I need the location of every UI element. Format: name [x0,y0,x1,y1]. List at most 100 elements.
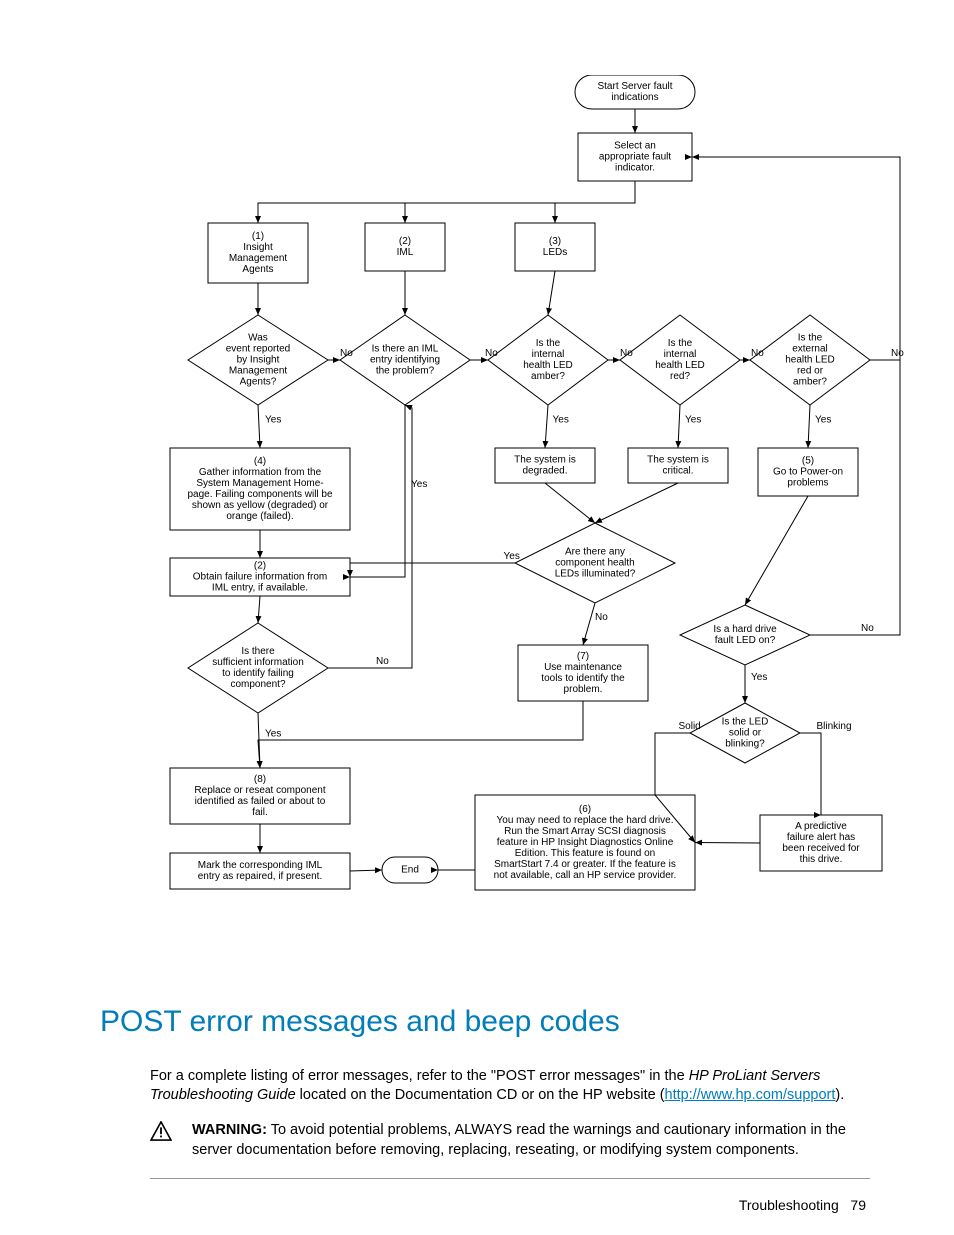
svg-text:Was: Was [248,333,268,344]
svg-text:Run the Smart Array SCSI diagn: Run the Smart Array SCSI diagnosis [504,826,666,837]
svg-text:blinking?: blinking? [725,739,765,750]
svg-text:by Insight: by Insight [237,355,280,366]
svg-text:amber?: amber? [793,377,827,388]
svg-text:The system is: The system is [514,455,576,466]
svg-text:Yes: Yes [265,415,281,426]
svg-text:Management: Management [229,253,288,264]
svg-text:Is the: Is the [536,338,561,349]
svg-text:Is a hard drive: Is a hard drive [713,624,777,635]
svg-text:red or: red or [797,366,824,377]
svg-text:problem.: problem. [564,684,603,695]
svg-text:Solid: Solid [679,721,701,732]
svg-text:red?: red? [670,371,690,382]
svg-text:orange (failed).: orange (failed). [226,511,293,522]
intro-paragraph: For a complete listing of error messages… [150,1067,870,1106]
svg-text:(2): (2) [254,561,266,572]
svg-text:(6): (6) [579,804,591,815]
svg-text:Use maintenance: Use maintenance [544,662,622,673]
svg-text:No: No [595,612,608,623]
svg-text:health LED: health LED [655,360,704,371]
svg-text:health LED: health LED [523,360,572,371]
footer-section: Troubleshooting [739,1197,839,1213]
svg-text:event reported: event reported [226,344,291,355]
svg-text:tools to identify the: tools to identify the [541,673,625,684]
svg-text:No: No [891,348,904,359]
svg-text:(8): (8) [254,774,266,785]
svg-text:critical.: critical. [662,466,693,477]
svg-text:SmartStart 7.4 or greater. If: SmartStart 7.4 or greater. If the featur… [494,859,676,870]
svg-text:Select an: Select an [614,141,656,152]
warning-body: To avoid potential problems, ALWAYS read… [192,1122,846,1158]
svg-text:No: No [376,656,389,667]
para-text-2: located on the Documentation CD or on th… [296,1087,665,1103]
warning-icon [150,1121,172,1160]
svg-text:No: No [861,623,874,634]
svg-text:fault LED on?: fault LED on? [715,635,776,646]
svg-text:fail.: fail. [252,807,268,818]
svg-text:Replace or reseat component: Replace or reseat component [194,785,325,796]
svg-text:sufficient information: sufficient information [212,657,304,668]
footer-page: 79 [850,1197,866,1213]
svg-text:(4): (4) [254,456,266,467]
svg-text:component?: component? [230,679,285,690]
support-link[interactable]: http://www.hp.com/support [665,1087,836,1103]
svg-text:Management: Management [229,366,288,377]
para-text-3: ). [835,1087,844,1103]
svg-text:Blinking: Blinking [817,721,852,732]
svg-text:entry identifying: entry identifying [370,355,440,366]
svg-text:external: external [792,344,828,355]
svg-text:degraded.: degraded. [522,466,567,477]
svg-text:LEDs illuminated?: LEDs illuminated? [555,569,636,580]
page-footer: Troubleshooting 79 [739,1197,866,1213]
svg-text:No: No [620,348,633,359]
svg-text:IML: IML [397,247,414,258]
svg-text:(1): (1) [252,231,264,242]
svg-text:problems: problems [787,478,828,489]
svg-text:The system is: The system is [647,455,709,466]
svg-text:been received for: been received for [782,843,860,854]
svg-text:No: No [485,348,498,359]
svg-text:(5): (5) [802,456,814,467]
svg-text:Obtain failure information fro: Obtain failure information from [193,572,328,583]
svg-text:failure alert has: failure alert has [787,832,855,843]
svg-text:internal: internal [664,349,697,360]
svg-text:Yes: Yes [504,551,520,562]
section-heading: POST error messages and beep codes [100,1005,620,1039]
svg-text:page. Failing components will: page. Failing components will be [187,489,333,500]
svg-text:No: No [751,348,764,359]
svg-text:(3): (3) [549,236,561,247]
svg-text:solid or: solid or [729,728,762,739]
svg-text:Yes: Yes [751,672,767,683]
svg-text:Is the: Is the [668,338,693,349]
svg-text:shown as yellow (degraded) or: shown as yellow (degraded) or [192,500,329,511]
svg-text:health LED: health LED [785,355,834,366]
svg-text:entry as repaired, if present.: entry as repaired, if present. [198,871,323,882]
svg-text:this drive.: this drive. [800,854,843,865]
svg-text:Insight: Insight [243,242,273,253]
svg-text:A predictive: A predictive [795,821,847,832]
svg-text:Is there an IML: Is there an IML [372,344,439,355]
svg-text:Yes: Yes [265,729,281,740]
svg-text:Is the: Is the [798,333,823,344]
svg-text:LEDs: LEDs [543,247,567,258]
svg-text:Yes: Yes [553,415,569,426]
svg-text:appropriate fault: appropriate fault [599,152,671,163]
svg-text:Agents?: Agents? [240,377,277,388]
svg-text:indications: indications [611,92,658,103]
svg-text:Yes: Yes [815,415,831,426]
svg-text:IML entry, if available.: IML entry, if available. [212,583,308,594]
svg-text:No: No [340,348,353,359]
svg-text:Gather information from the: Gather information from the [199,467,322,478]
svg-text:System Management Home-: System Management Home- [196,478,323,489]
svg-text:Agents: Agents [242,264,273,275]
flowchart: Start Server faultindicationsSelect anap… [100,75,910,905]
svg-text:internal: internal [532,349,565,360]
svg-text:Is the LED: Is the LED [722,717,769,728]
svg-text:amber?: amber? [531,371,565,382]
warning-block: WARNING: To avoid potential problems, AL… [150,1117,870,1179]
svg-text:Mark the corresponding IML: Mark the corresponding IML [198,860,323,871]
svg-text:(7): (7) [577,651,589,662]
svg-text:indicator.: indicator. [615,163,655,174]
svg-text:End: End [401,865,419,876]
svg-text:the problem?: the problem? [376,366,435,377]
